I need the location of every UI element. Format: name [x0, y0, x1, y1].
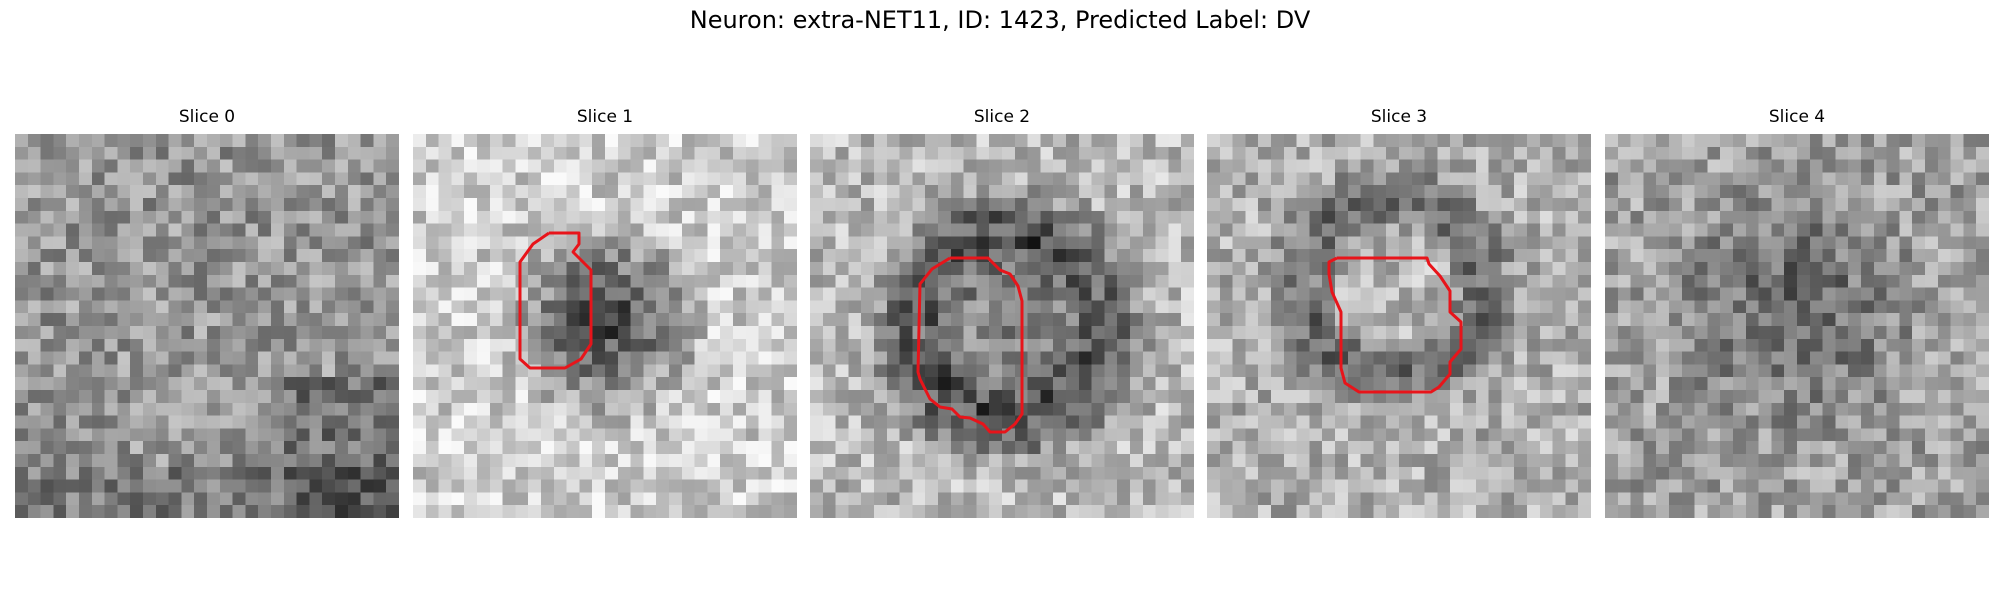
slice-title-2: Slice 2: [973, 107, 1031, 127]
slice-image-3: [1207, 134, 1591, 518]
slice-image-4: [1605, 134, 1989, 518]
roi-contour-2: [916, 256, 1024, 434]
roi-contour-1: [518, 231, 593, 370]
slice-title-0: Slice 0: [178, 107, 236, 127]
slice-image-2: [810, 134, 1194, 518]
slice-image-1: [413, 134, 797, 518]
slice-title-3: Slice 3: [1370, 107, 1428, 127]
figure-title: Neuron: extra-NET11, ID: 1423, Predicted…: [689, 6, 1311, 34]
slice-image-0: [15, 134, 399, 518]
roi-contour-3: [1327, 256, 1463, 394]
slice-title-4: Slice 4: [1768, 107, 1826, 127]
slice-title-1: Slice 1: [576, 107, 634, 127]
